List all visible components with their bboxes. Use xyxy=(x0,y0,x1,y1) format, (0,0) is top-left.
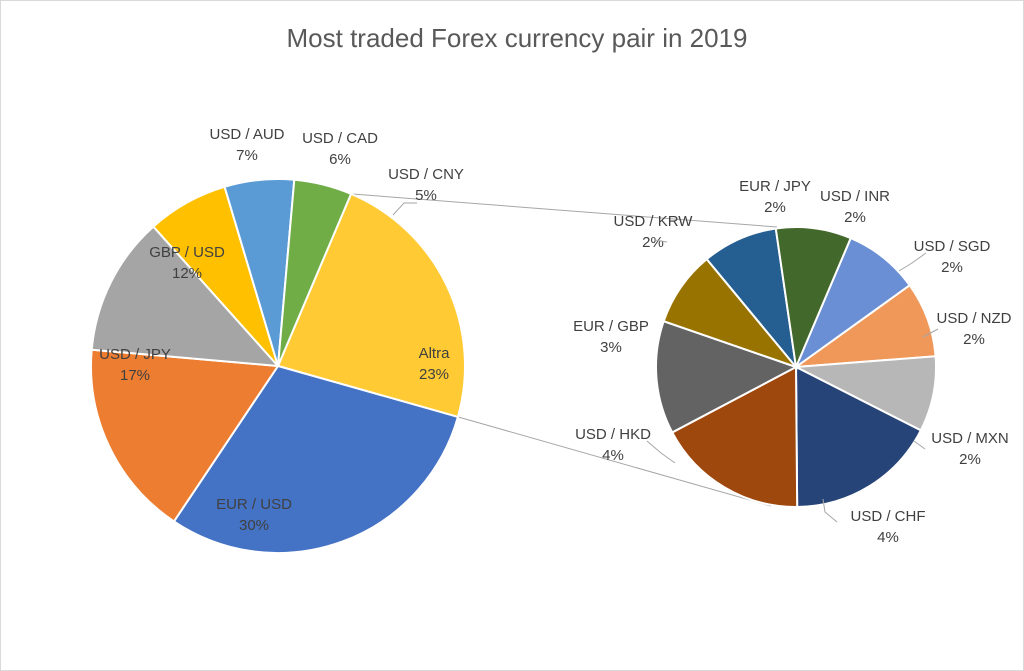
leader-usd-nzd xyxy=(922,328,939,338)
main-pie xyxy=(90,178,466,554)
main-slice-eur-usd xyxy=(172,364,460,554)
chart-title: Most traded Forex currency pair in 2019 xyxy=(287,23,748,53)
main-label-usd-aud: USD / AUD 7% xyxy=(209,126,284,164)
secondary-label-usd-krw: USD / KRW 2% xyxy=(614,213,694,251)
secondary-label-usd-mxn: USD / MXN 2% xyxy=(931,430,1009,468)
main-slice-altra xyxy=(276,192,466,419)
main-label-eur-usd: EUR / USD 30% xyxy=(216,496,292,534)
leader-usd-chf xyxy=(822,498,838,523)
secondary-label-usd-sgd: USD / SGD 2% xyxy=(914,238,991,276)
main-label-altra: Altra 23% xyxy=(419,345,451,383)
leader-usd-cny xyxy=(392,202,417,216)
secondary-label-usd-chf: USD / CHF 4% xyxy=(851,508,926,546)
leader-usd-sgd xyxy=(898,252,927,272)
secondary-label-eur-jpy: EUR / JPY 2% xyxy=(739,178,811,216)
main-label-usd-jpy: USD / JPY 17% xyxy=(99,346,171,384)
connector-line-top xyxy=(351,193,778,228)
main-label-usd-cad: USD / CAD 6% xyxy=(302,130,378,168)
secondary-label-usd-hkd: USD / HKD 4% xyxy=(575,426,651,464)
secondary-slice-usd-hkd xyxy=(670,365,799,508)
leader-usd-krw xyxy=(654,239,668,243)
connector-line-bottom xyxy=(457,416,772,507)
main-slice-usd-jpy xyxy=(90,348,280,523)
leader-usd-hkd xyxy=(646,440,676,464)
secondary-pie xyxy=(655,226,937,509)
secondary-label-usd-nzd: USD / NZD 2% xyxy=(937,310,1012,348)
secondary-label-eur-gbp: EUR / GBP 3% xyxy=(573,318,649,356)
main-label-usd-cny: USD / CNY 5% xyxy=(388,166,464,204)
data-labels: Altra 23% EUR / USD 30% USD / JPY 17% GBP / US… xyxy=(99,126,1012,546)
main-label-gbp-usd: GBP / USD 12% xyxy=(149,244,225,282)
connector-lines xyxy=(351,193,778,507)
secondary-slice-usd-inr xyxy=(774,226,853,371)
main-slice-gbp-usd xyxy=(90,225,281,368)
main-slice-usd-cny xyxy=(277,178,353,367)
secondary-slice-eur-gbp xyxy=(655,319,799,434)
leader-usd-mxn xyxy=(913,440,926,450)
secondary-label-usd-inr: USD / INR 2% xyxy=(820,188,890,226)
